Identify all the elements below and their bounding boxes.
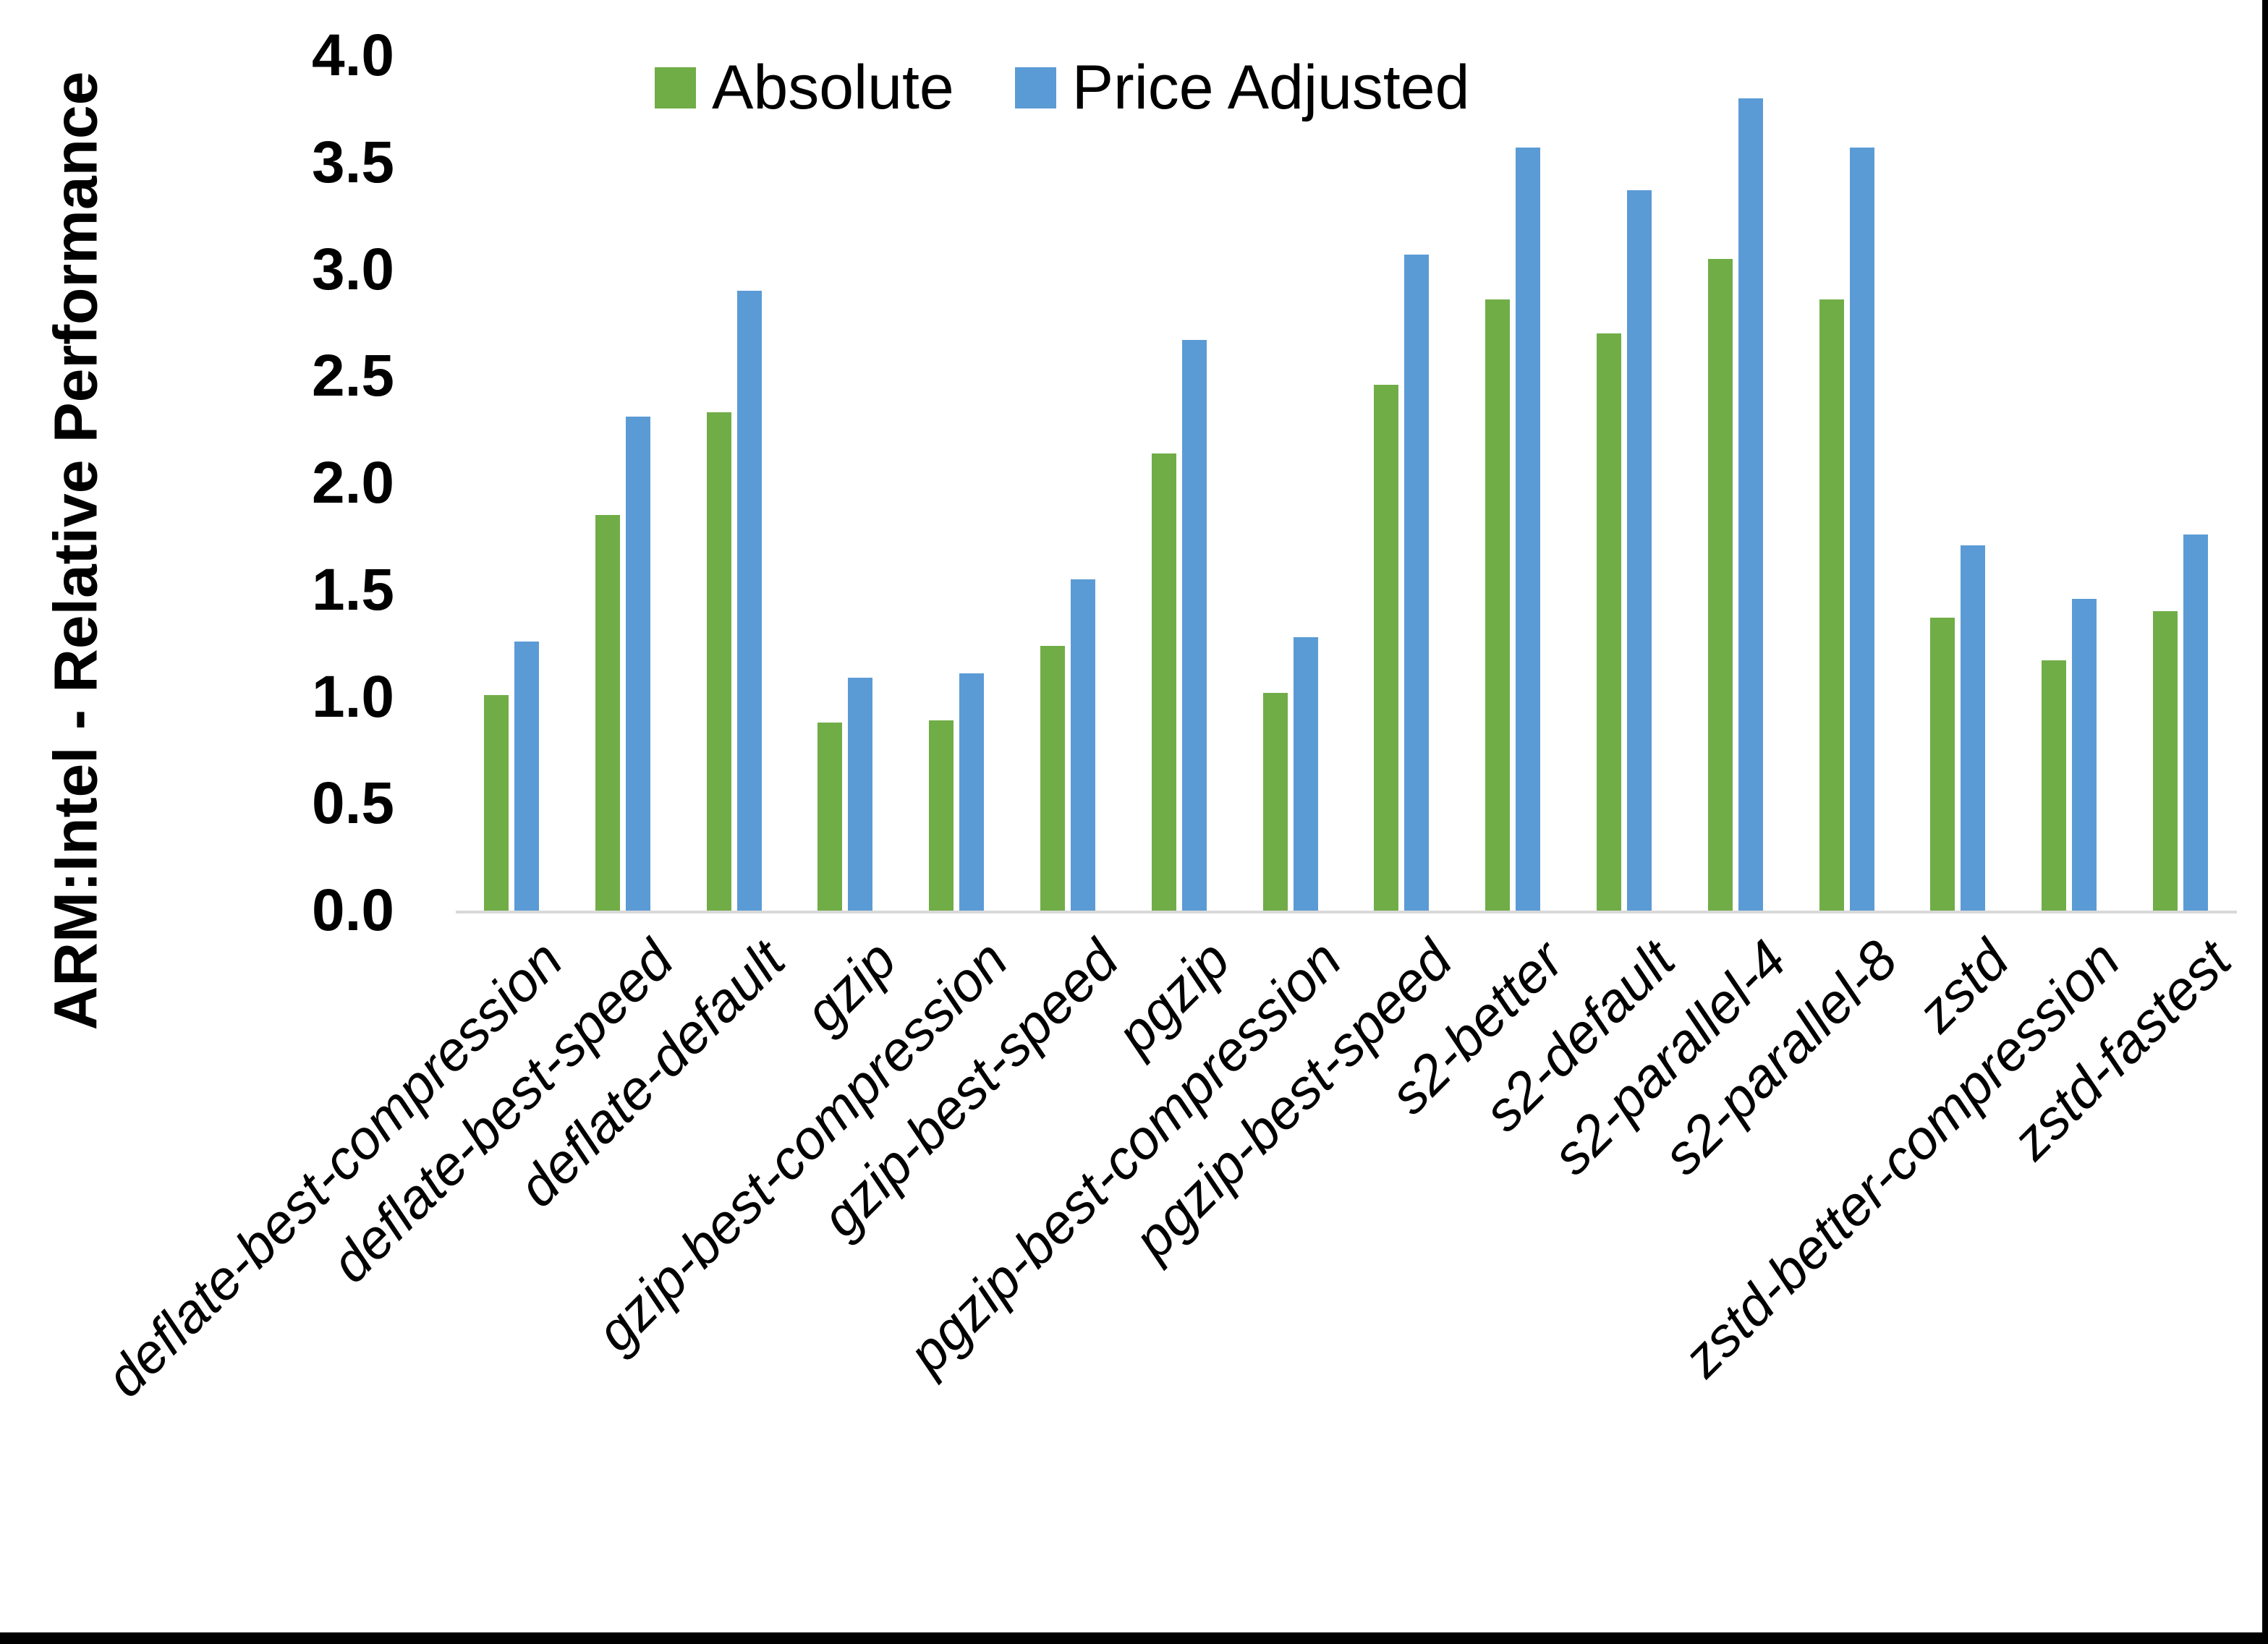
y-tick-label: 4.0 xyxy=(312,22,394,88)
bar-price-adjusted-pgzip-best-compression xyxy=(1293,637,1318,911)
y-tick-label: 3.0 xyxy=(312,236,394,302)
bar-price-adjusted-zstd-better-compression xyxy=(2072,599,2097,911)
bar-absolute-gzip xyxy=(817,723,843,911)
y-tick-label: 2.5 xyxy=(312,343,394,409)
bar-price-adjusted-pgzip xyxy=(1181,340,1207,911)
bar-absolute-gzip-best-compression xyxy=(929,720,954,911)
bar-absolute-deflate-best-compression xyxy=(484,695,509,911)
bar-price-adjusted-deflate-best-speed xyxy=(625,417,650,911)
bar-absolute-deflate-best-speed xyxy=(595,515,620,911)
bar-price-adjusted-s2-better xyxy=(1516,148,1541,911)
bar-absolute-s2-parallel-4 xyxy=(1707,259,1733,911)
bar-absolute-pgzip-best-compression xyxy=(1262,693,1288,911)
x-tick-label: deflate-best-compression xyxy=(94,929,574,1409)
bar-absolute-deflate-default xyxy=(706,412,731,911)
legend-label-price-adjusted: Price Adjusted xyxy=(1071,53,1470,122)
bar-price-adjusted-s2-parallel-8 xyxy=(1849,148,1874,911)
y-tick-label: 2.0 xyxy=(312,450,394,516)
legend-item-absolute: Absolute xyxy=(655,56,954,119)
bar-price-adjusted-gzip-best-speed xyxy=(1071,579,1095,911)
y-tick-label: 1.0 xyxy=(312,663,394,730)
y-tick-label: 1.5 xyxy=(312,556,394,623)
bar-price-adjusted-s2-default xyxy=(1627,190,1652,911)
bar-price-adjusted-deflate-best-compression xyxy=(514,642,539,911)
bar-absolute-pgzip-best-speed xyxy=(1374,385,1399,911)
bar-absolute-s2-default xyxy=(1597,333,1621,911)
bar-absolute-gzip-best-speed xyxy=(1040,646,1065,911)
bar-absolute-pgzip xyxy=(1151,453,1176,911)
bar-price-adjusted-zstd xyxy=(1961,545,1986,911)
y-tick-label: 3.5 xyxy=(312,129,394,195)
bar-price-adjusted-s2-parallel-4 xyxy=(1738,98,1763,911)
y-tick-label: 0.5 xyxy=(312,770,394,837)
legend-item-price-adjusted: Price Adjusted xyxy=(1014,53,1470,122)
bar-price-adjusted-zstd-fastest xyxy=(2183,534,2208,911)
bar-absolute-s2-parallel-8 xyxy=(1819,299,1844,911)
bottom-border xyxy=(0,1632,2268,1644)
right-border xyxy=(2262,0,2268,1644)
bar-absolute-zstd-better-compression xyxy=(2042,660,2067,911)
y-tick-label: 0.0 xyxy=(312,877,394,943)
bar-price-adjusted-pgzip-best-speed xyxy=(1404,255,1430,911)
bar-price-adjusted-deflate-default xyxy=(736,291,762,911)
bar-absolute-zstd-fastest xyxy=(2153,611,2178,911)
bar-absolute-zstd xyxy=(1930,618,1955,911)
chart-legend: Absolute Price Adjusted xyxy=(655,56,1469,119)
legend-swatch-absolute xyxy=(655,67,696,108)
bar-price-adjusted-gzip xyxy=(848,678,873,911)
legend-label-absolute: Absolute xyxy=(712,53,954,122)
bar-absolute-s2-better xyxy=(1485,299,1511,911)
x-axis-line xyxy=(456,911,2237,913)
legend-swatch-price-adjusted xyxy=(1014,67,1056,108)
bar-price-adjusted-gzip-best-compression xyxy=(959,673,985,911)
